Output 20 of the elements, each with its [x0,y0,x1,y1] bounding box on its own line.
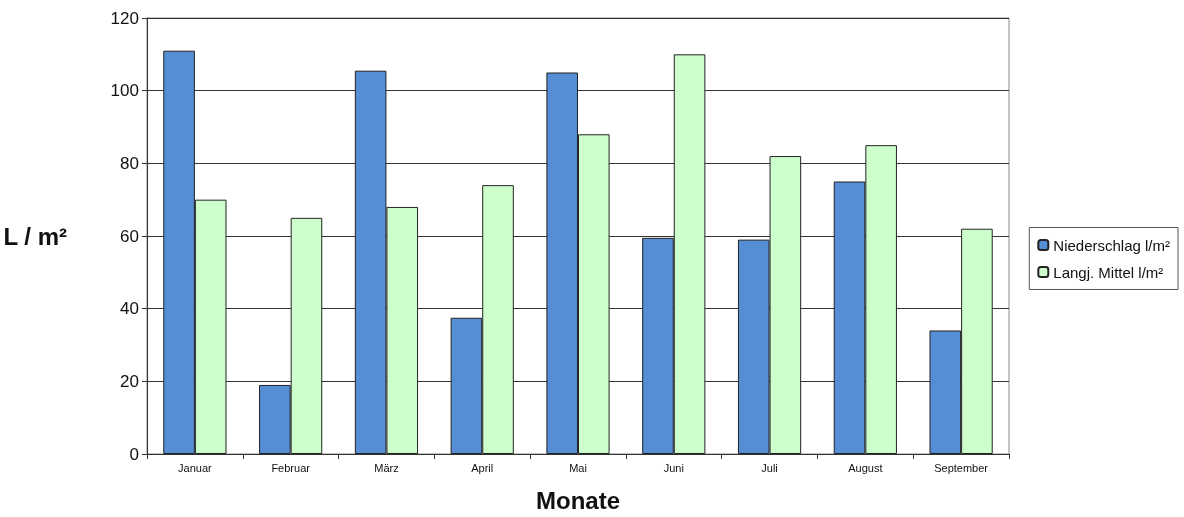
x-tick-label: August [848,461,883,474]
x-axis-title: Monate [536,486,620,514]
y-tick-label: 60 [120,226,139,246]
x-tick-label: Februar [271,461,311,474]
y-tick-label: 100 [110,81,139,101]
y-tick-label: 120 [110,8,139,28]
legend-label: Langj. Mittel l/m² [1053,263,1164,281]
y-tick-label: 0 [129,444,139,464]
y-tick-label: 20 [120,371,139,391]
x-tick-label: Januar [178,461,213,474]
x-tick-label: März [374,461,399,474]
x-tick-label: Mai [569,461,587,474]
x-tick-label: Juli [761,461,778,474]
y-tick-label: 40 [120,299,139,319]
x-tick-label: September [934,461,989,474]
legend-label: Niederschlag l/m² [1053,236,1171,254]
x-tick-label: Juni [663,461,684,474]
y-tick-label: 80 [120,153,139,173]
x-tick-label: April [471,461,494,474]
y-axis-title: L / m² [3,222,67,250]
